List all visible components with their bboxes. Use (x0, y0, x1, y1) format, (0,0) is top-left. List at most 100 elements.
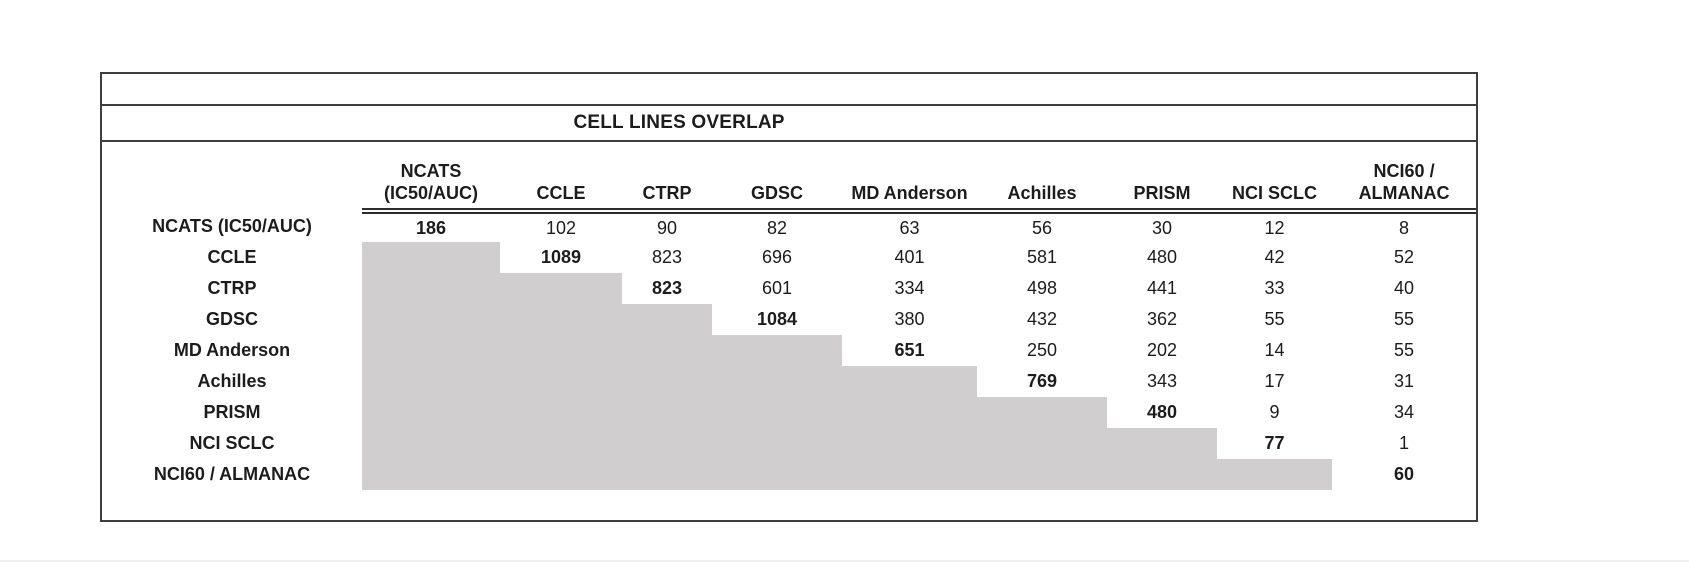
row-label: NCATS (IC50/AUC) (152, 216, 312, 236)
column-header: GDSC (712, 141, 842, 214)
shaded-cell (622, 397, 712, 428)
shaded-cell (622, 304, 712, 335)
shaded-cell (500, 273, 622, 304)
value-cell: 498 (1026, 278, 1058, 298)
table-row: Achilles 769 343 17 31 (102, 366, 1476, 397)
shaded-cell (362, 459, 500, 490)
shaded-cell (1217, 459, 1332, 490)
row-label: GDSC (205, 309, 258, 329)
value-cell: 34 (1394, 402, 1415, 422)
value-cell: 823 (651, 278, 683, 298)
shaded-cell (362, 335, 500, 366)
shaded-cell (362, 304, 500, 335)
value-cell: 380 (894, 309, 925, 329)
value-cell: 60 (1394, 464, 1415, 484)
value-cell: 55 (1394, 309, 1415, 329)
shaded-cell (622, 428, 712, 459)
shaded-cell (622, 366, 712, 397)
value-cell: 202 (1146, 340, 1178, 360)
value-cell: 82 (766, 217, 788, 238)
value-cell: 56 (1031, 217, 1053, 238)
value-cell: 769 (1026, 371, 1058, 391)
shaded-cell (977, 397, 1107, 428)
column-header: CTRP (622, 141, 712, 214)
table-row: CTRP 823 601 334 498 441 33 40 (102, 273, 1476, 304)
shaded-cell (712, 397, 842, 428)
shaded-cell (1107, 428, 1217, 459)
column-header: NCI SCLC (1217, 141, 1332, 214)
shaded-cell (842, 397, 977, 428)
value-cell: 14 (1264, 340, 1285, 360)
row-label: MD Anderson (173, 340, 291, 360)
overlap-table: CELL LINES OVERLAP NCATS (IC50/AUC) CCLE CT… (102, 74, 1477, 532)
value-cell: 343 (1146, 371, 1178, 391)
corner-cell (102, 141, 362, 211)
overlap-table-body: NCATS (IC50/AUC) 186 102 90 82 63 56 30 12 8 CCLE 1… (102, 211, 1476, 490)
column-header: MD Anderson (842, 141, 977, 214)
shaded-cell (362, 273, 500, 304)
empty-bottom-cell (102, 490, 1476, 532)
value-cell: 90 (656, 217, 678, 238)
empty-top-cell (102, 74, 1477, 106)
shaded-cell (362, 242, 500, 273)
page-bottom-edge (0, 560, 1689, 562)
column-header: NCATS (IC50/AUC) (362, 141, 500, 214)
value-cell: 601 (761, 278, 793, 298)
value-cell: 362 (1146, 309, 1178, 329)
value-cell: 334 (894, 278, 925, 298)
column-header: PRISM (1107, 141, 1217, 214)
table-row: NCI60 / ALMANAC 60 (102, 459, 1476, 490)
shaded-cell (842, 428, 977, 459)
table-row: NCI SCLC 77 1 (102, 428, 1476, 459)
shaded-cell (622, 335, 712, 366)
shaded-cell (362, 366, 500, 397)
empty-top-row (102, 74, 1477, 106)
shaded-cell (500, 366, 622, 397)
value-cell: 441 (1146, 278, 1178, 298)
value-cell: 77 (1264, 433, 1285, 453)
value-cell: 1084 (756, 309, 798, 329)
shaded-cell (500, 397, 622, 428)
shaded-cell (842, 366, 977, 397)
shaded-cell (842, 459, 977, 490)
table-row: NCATS (IC50/AUC) 186 102 90 82 63 56 30 12 8 (102, 211, 1476, 242)
shaded-cell (362, 397, 500, 428)
value-cell: 480 (1146, 402, 1178, 422)
title-row: CELL LINES OVERLAP (102, 105, 1477, 142)
shaded-cell (712, 459, 842, 490)
value-cell: 55 (1264, 309, 1285, 329)
value-cell: 696 (761, 247, 793, 267)
column-header-row: NCATS (IC50/AUC) CCLE CTRP GDSC MD Anderson Ac… (102, 141, 1477, 214)
value-cell: 1 (1399, 433, 1410, 453)
value-cell: 823 (651, 247, 683, 267)
table-row: GDSC 1084 380 432 362 55 55 (102, 304, 1476, 335)
shaded-cell (500, 335, 622, 366)
row-label: CTRP (207, 278, 257, 298)
shaded-cell (500, 459, 622, 490)
shaded-cell (712, 335, 842, 366)
value-cell: 63 (899, 217, 920, 238)
shaded-cell (977, 428, 1107, 459)
row-label: NCI SCLC (189, 433, 275, 453)
column-header: NCI60 /ALMANAC (1332, 141, 1477, 214)
row-label: Achilles (197, 371, 267, 391)
value-cell: 42 (1264, 247, 1285, 267)
value-cell: 40 (1394, 278, 1415, 298)
value-cell: 33 (1264, 278, 1285, 298)
row-label: NCI60 / ALMANAC (153, 464, 311, 484)
value-cell: 52 (1394, 247, 1415, 267)
shaded-cell (977, 459, 1107, 490)
column-header: Achilles (977, 141, 1107, 214)
value-cell: 102 (545, 217, 577, 238)
shaded-cell (500, 428, 622, 459)
shaded-cell (712, 366, 842, 397)
value-cell: 8 (1399, 217, 1410, 238)
cell-lines-overlap-table: CELL LINES OVERLAP NCATS (IC50/AUC) CCLE CT… (100, 72, 1478, 522)
table-title: CELL LINES OVERLAP (573, 112, 785, 133)
shaded-cell (712, 428, 842, 459)
value-cell: 432 (1026, 309, 1058, 329)
table-row: PRISM 480 9 34 (102, 397, 1476, 428)
value-cell: 31 (1394, 371, 1415, 391)
table-row: MD Anderson 651 250 202 14 55 (102, 335, 1476, 366)
